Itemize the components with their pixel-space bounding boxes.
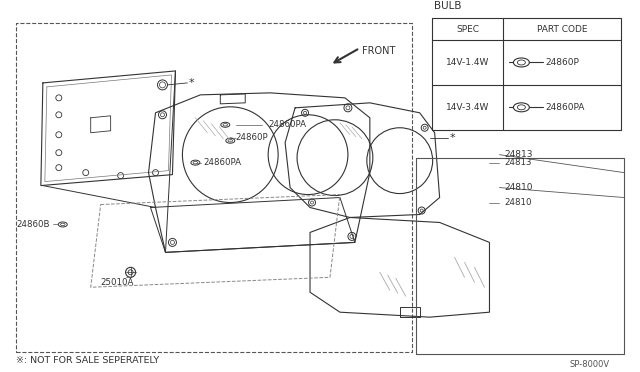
Text: *: * (188, 78, 194, 88)
Text: 24813: 24813 (504, 158, 532, 167)
Text: BULB: BULB (434, 1, 461, 11)
Text: 24860PA: 24860PA (545, 103, 585, 112)
Text: 24813: 24813 (504, 150, 533, 159)
Text: FRONT: FRONT (362, 46, 396, 56)
Text: 14V-3.4W: 14V-3.4W (446, 103, 489, 112)
Text: 24810: 24810 (504, 198, 532, 207)
Text: 24860B: 24860B (16, 220, 49, 229)
Text: 24860P: 24860P (236, 133, 268, 142)
Text: 24860P: 24860P (545, 58, 579, 67)
Text: SPEC: SPEC (456, 25, 479, 33)
Text: *: * (449, 133, 455, 143)
Text: ※: NOT FOR SALE SEPERATELY: ※: NOT FOR SALE SEPERATELY (16, 356, 159, 365)
Text: 14V-1.4W: 14V-1.4W (446, 58, 489, 67)
Text: SP-8000V: SP-8000V (569, 359, 609, 369)
Text: 24860PA: 24860PA (268, 120, 306, 129)
Text: 24810: 24810 (504, 183, 533, 192)
Text: 25010A: 25010A (100, 278, 134, 287)
Text: PART CODE: PART CODE (537, 25, 588, 33)
Text: 24860PA: 24860PA (204, 158, 241, 167)
